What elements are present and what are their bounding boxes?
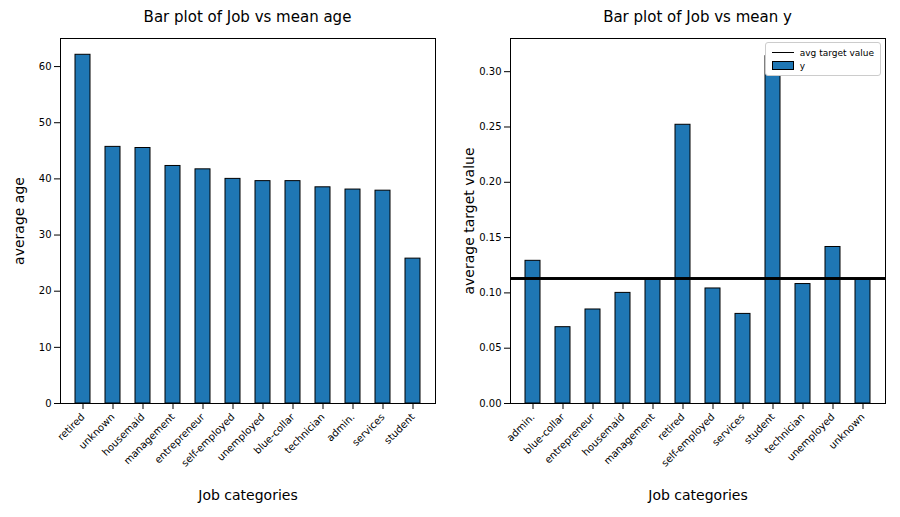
svg-text:management: management [602,411,657,466]
svg-text:50: 50 [39,117,52,128]
svg-text:entrepreneur: entrepreneur [542,411,597,466]
html-text:avg target value: avg target value [799,47,874,58]
svg-text:blue-collar: blue-collar [251,411,297,457]
svg-text:Job categories: Job categories [197,487,297,503]
svg-text:management: management [122,411,177,466]
svg-text:0: 0 [45,398,51,409]
svg-text:technician: technician [282,411,326,455]
svg-text:0.30: 0.30 [479,66,501,77]
svg-text:unemployed: unemployed [214,411,267,463]
svg-text:40: 40 [39,173,52,184]
html-text:y: y [799,60,806,71]
svg-text:30: 30 [39,229,52,240]
svg-text:unemployed: unemployed [785,411,837,463]
svg-text:blue-collar: blue-collar [521,411,567,457]
svg-text:services: services [710,411,747,448]
svg-text:technician: technician [762,411,807,456]
svg-text:student: student [382,411,417,446]
svg-text:10: 10 [39,342,52,353]
svg-text:Job categories: Job categories [647,487,747,503]
svg-text:60: 60 [39,61,52,72]
svg-text:retired: retired [55,411,87,443]
svg-text:0.10: 0.10 [479,287,501,298]
svg-text:average age: average age [11,177,27,265]
svg-text:average target value: average target value [461,147,477,294]
svg-text:unknown: unknown [827,411,867,451]
svg-text:0.25: 0.25 [479,121,501,132]
svg-text:0.05: 0.05 [479,342,501,353]
svg-text:unknown: unknown [76,411,117,452]
html-text:Bar plot of Job vs mean age: Bar plot of Job vs mean age [143,8,352,26]
svg-text:0.15: 0.15 [479,232,501,243]
svg-text:retired: retired [655,411,687,443]
svg-text:housemaid: housemaid [579,411,627,458]
svg-text:0.00: 0.00 [479,398,501,409]
svg-text:services: services [350,411,387,448]
svg-text:self-employed: self-employed [179,411,236,468]
svg-text:admin.: admin. [324,411,357,444]
svg-text:self-employed: self-employed [659,411,716,468]
svg-text:20: 20 [39,285,52,296]
svg-text:student: student [741,411,777,446]
svg-text:0.20: 0.20 [479,176,501,187]
svg-text:entrepreneur: entrepreneur [152,411,207,466]
svg-text:housemaid: housemaid [99,411,147,458]
svg-text:admin.: admin. [504,411,537,444]
html-text:Bar plot of Job vs mean y: Bar plot of Job vs mean y [603,8,792,26]
